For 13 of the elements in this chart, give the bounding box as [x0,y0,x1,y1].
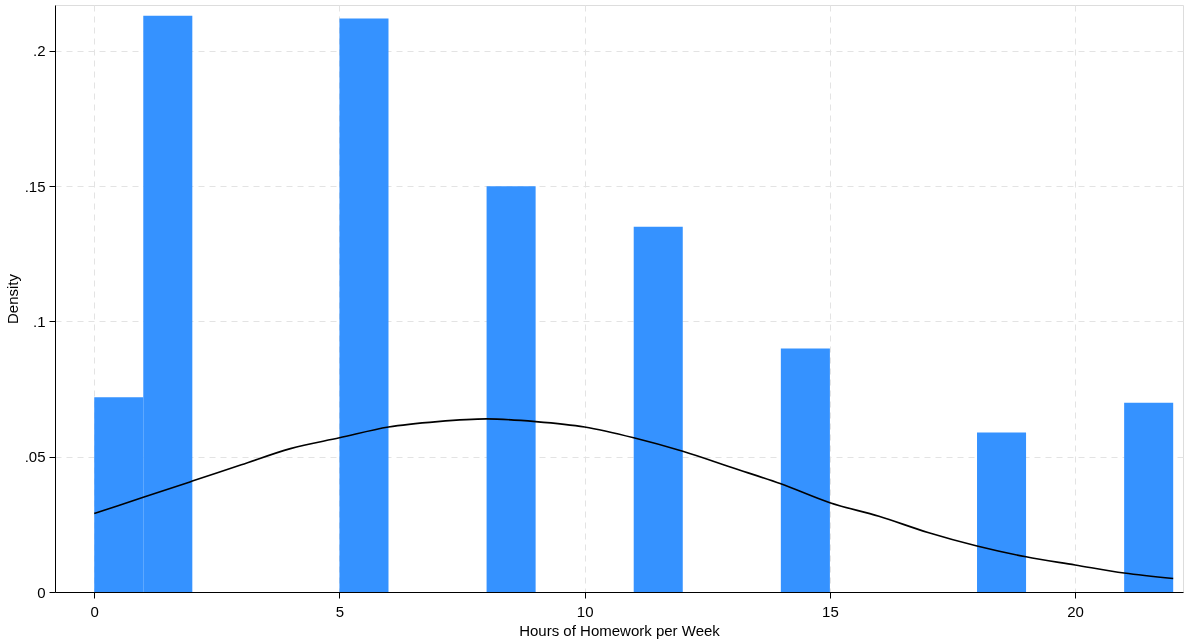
x-axis-title: Hours of Homework per Week [519,621,721,639]
x-tick-label: 10 [576,602,594,620]
x-tick-label: 20 [1067,602,1084,620]
y-tick-label: .1 [32,312,46,330]
x-tick-label: 15 [822,602,839,620]
y-tick-label: .05 [24,448,46,466]
x-tick-label: 0 [90,602,99,620]
y-tick-label: .2 [32,42,46,60]
y-tick-label: 0 [37,583,46,601]
x-tick-label: 5 [335,602,345,620]
y-axis-title: Density [3,273,21,325]
y-tick-label: .15 [24,177,46,195]
line-series [93,418,1174,580]
